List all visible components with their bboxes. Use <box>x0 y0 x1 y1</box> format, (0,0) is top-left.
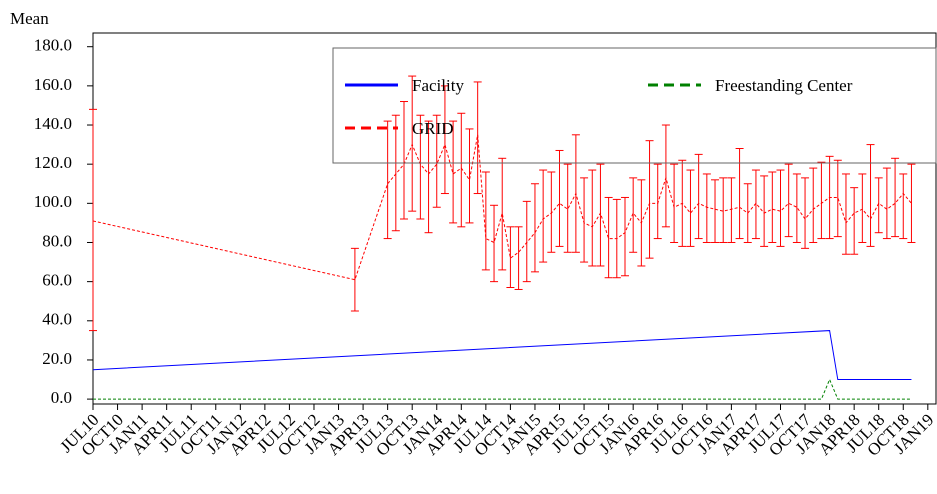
error-bar <box>440 85 449 195</box>
error-bar <box>874 177 883 234</box>
error-bar <box>653 163 662 240</box>
error-bar <box>882 167 891 240</box>
error-bar <box>661 124 670 228</box>
error-bar <box>400 101 409 220</box>
y-axis-label: Mean <box>10 9 49 28</box>
error-bar <box>416 114 425 220</box>
error-bar <box>719 177 728 243</box>
legend-label: Freestanding Center <box>715 76 853 95</box>
error-bar <box>539 169 548 263</box>
error-bar <box>841 173 850 255</box>
error-bar <box>522 200 531 283</box>
error-bar <box>686 169 695 247</box>
error-bar <box>604 196 613 279</box>
series-line <box>93 378 912 400</box>
error-bar <box>571 134 580 253</box>
error-bar <box>858 173 867 243</box>
error-bar <box>465 128 474 224</box>
y-tick-label: 0.0 <box>51 388 72 407</box>
legend-box <box>332 47 937 164</box>
error-bar <box>547 171 556 253</box>
error-bar <box>801 177 810 249</box>
y-tick-label: 140.0 <box>34 114 72 133</box>
error-bar <box>620 196 629 277</box>
error-bar <box>350 247 359 312</box>
error-bar <box>580 177 589 263</box>
error-bar <box>408 75 417 212</box>
error-bar <box>637 179 646 267</box>
y-tick-label: 80.0 <box>42 231 72 250</box>
error-bar <box>612 198 621 279</box>
error-bar <box>629 177 638 253</box>
y-tick-label: 180.0 <box>34 36 72 55</box>
error-bar <box>457 112 466 228</box>
error-bar <box>825 155 834 240</box>
error-bar <box>866 144 875 247</box>
error-bar <box>833 159 842 238</box>
error-bar <box>760 175 769 247</box>
error-bar <box>776 169 785 247</box>
error-bar <box>498 157 507 271</box>
error-bar <box>694 153 703 240</box>
error-bar <box>792 173 801 243</box>
y-tick-label: 40.0 <box>42 310 72 329</box>
error-bar <box>89 108 97 332</box>
y-tick-label: 60.0 <box>42 271 72 290</box>
error-bar <box>432 114 441 208</box>
error-bar <box>907 163 916 243</box>
error-bar <box>424 120 433 234</box>
error-bar <box>383 120 392 240</box>
error-bar <box>670 163 679 243</box>
y-tick-label: 120.0 <box>34 153 72 172</box>
y-tick-label: 100.0 <box>34 192 72 211</box>
error-bar <box>809 167 818 243</box>
y-tick-label: 20.0 <box>42 349 72 368</box>
error-bar <box>588 169 597 267</box>
error-bar <box>449 120 458 224</box>
error-bar <box>784 163 793 238</box>
error-bar <box>514 226 523 290</box>
series-line <box>92 330 912 381</box>
error-bar <box>727 177 736 243</box>
error-bar <box>702 173 711 243</box>
error-bar <box>678 159 687 247</box>
error-bar <box>850 187 859 255</box>
error-bar <box>391 114 400 232</box>
legend-label: GRID <box>412 119 454 138</box>
error-bar <box>817 161 826 240</box>
error-bar <box>555 149 564 247</box>
legend-label: Facility <box>412 76 464 95</box>
y-tick-label: 160.0 <box>34 75 72 94</box>
error-bar <box>891 157 900 238</box>
error-bar <box>473 81 482 195</box>
error-bar <box>481 171 490 271</box>
error-bar <box>530 183 539 273</box>
error-bar <box>751 169 760 240</box>
error-bar <box>899 173 908 240</box>
error-bar <box>743 183 752 243</box>
error-bar <box>563 163 572 253</box>
error-bar <box>596 163 605 267</box>
error-bar <box>506 226 515 289</box>
error-bar <box>645 140 654 259</box>
error-bar <box>711 179 720 243</box>
error-bar <box>735 148 744 240</box>
error-bar <box>768 171 777 243</box>
error-bar <box>490 204 499 283</box>
